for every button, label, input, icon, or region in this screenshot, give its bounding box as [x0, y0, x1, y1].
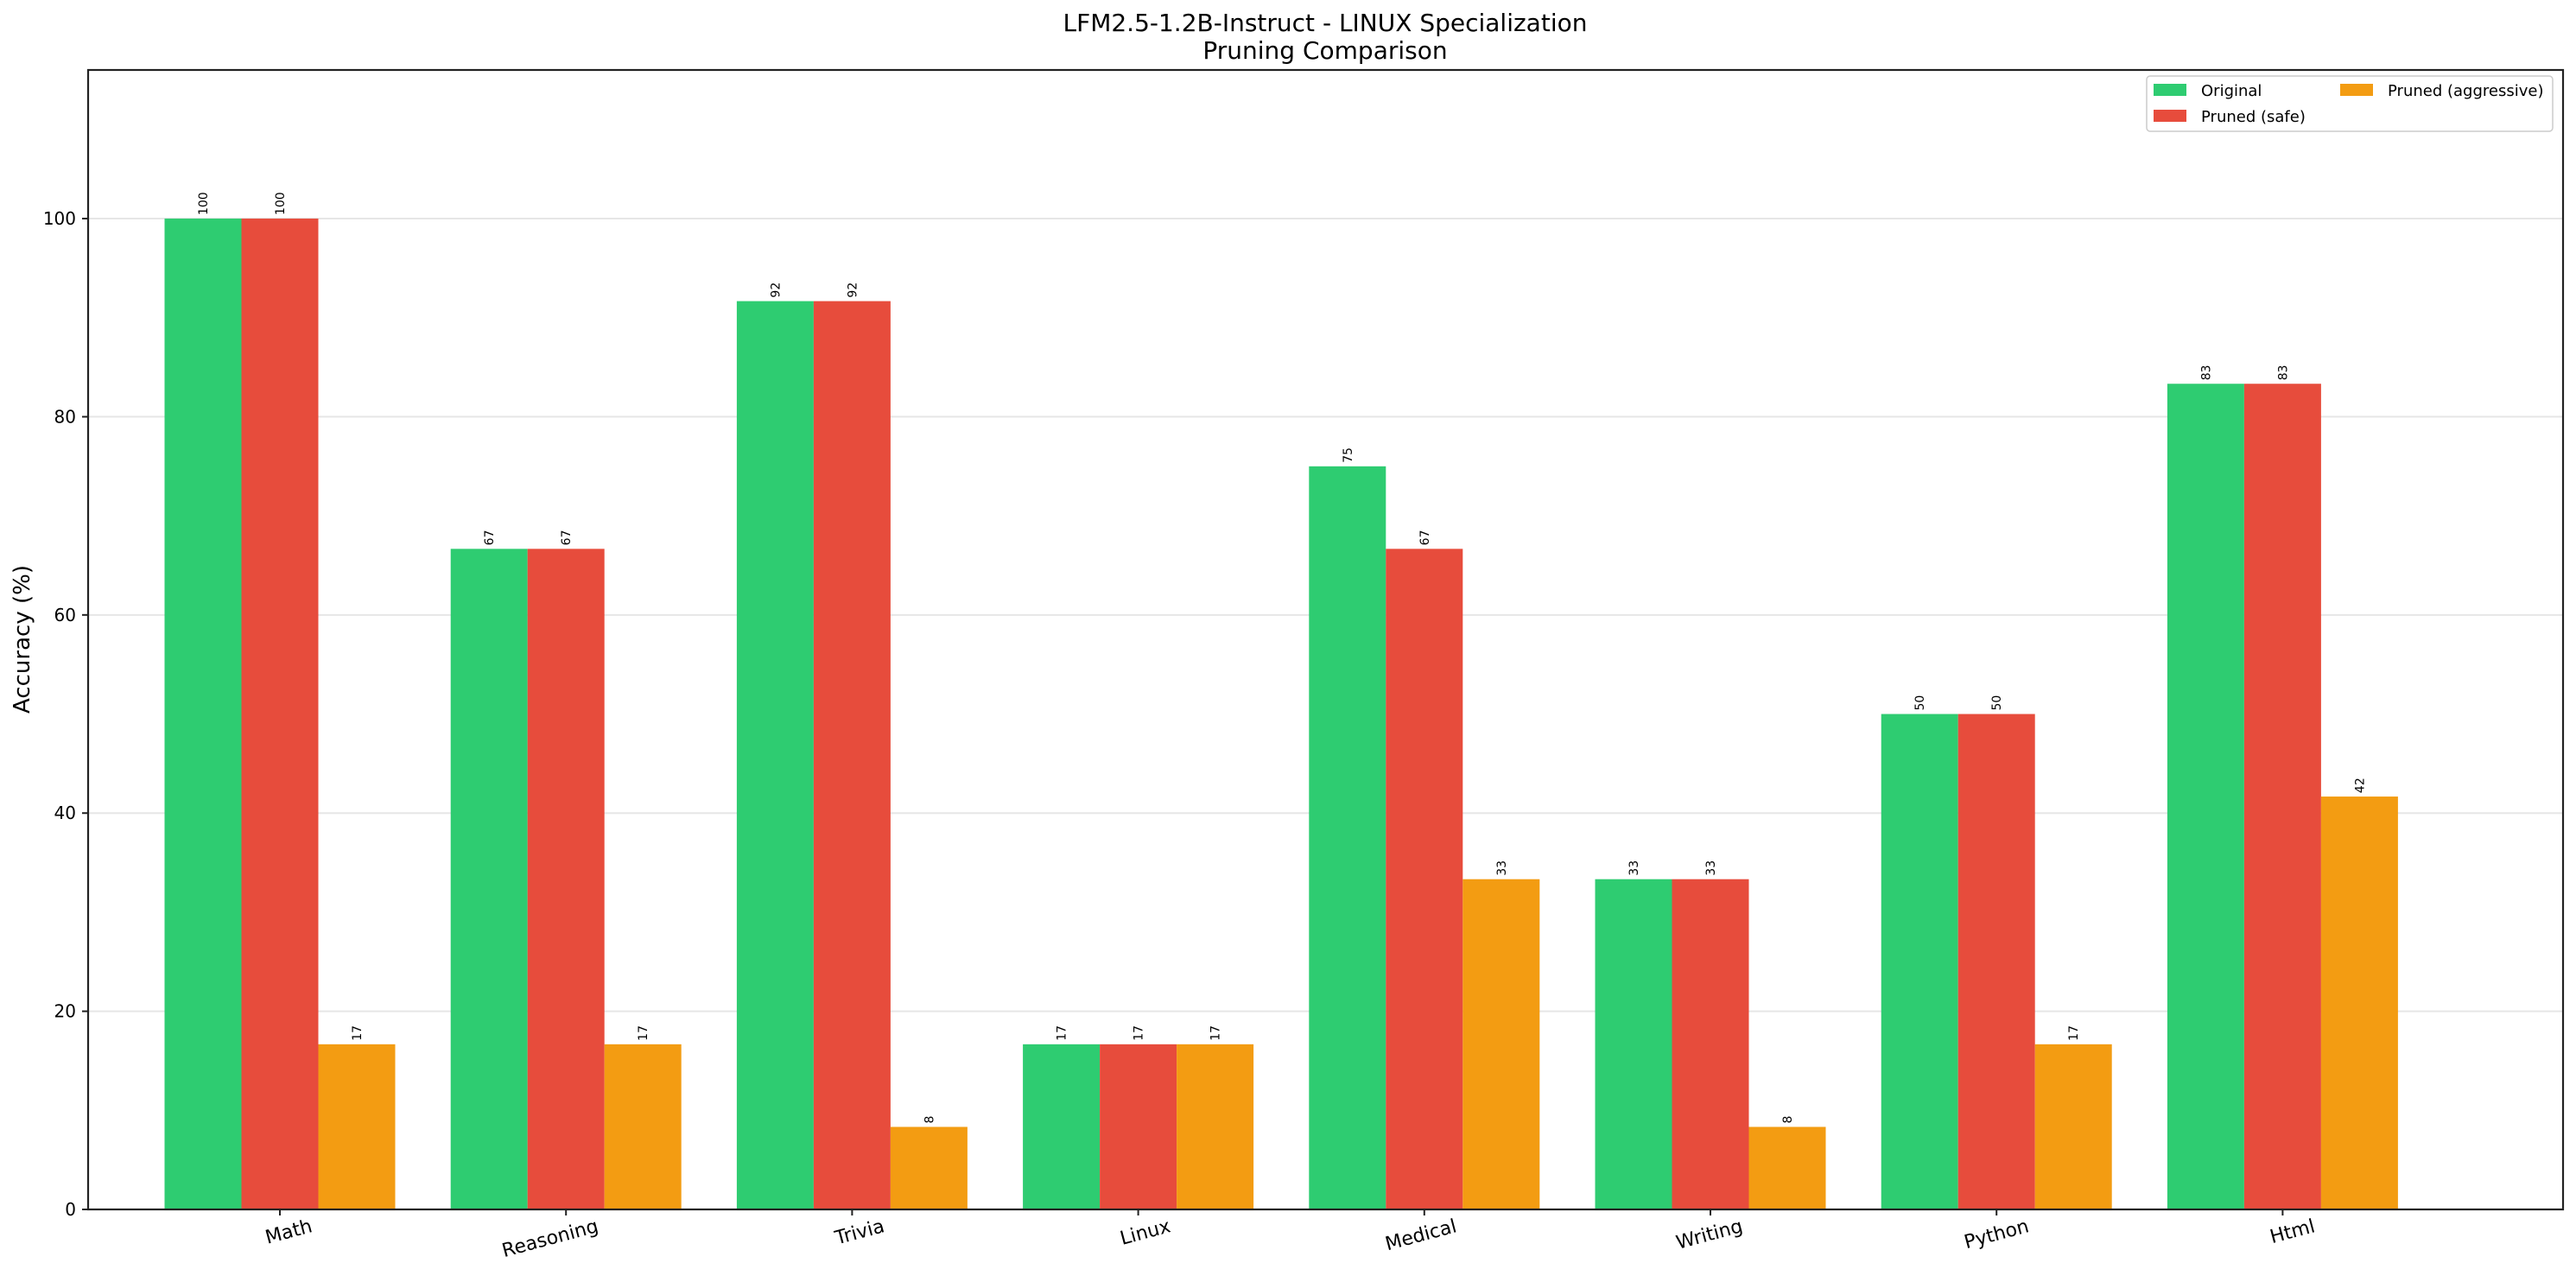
legend-swatch [2154, 84, 2186, 96]
x-tick-label: Html [2268, 1215, 2317, 1248]
bar-value-label: 83 [2199, 365, 2213, 380]
bar-value-label: 75 [1342, 447, 1355, 463]
chart-title-group: LFM2.5-1.2B-Instruct - LINUX Specializat… [1063, 9, 1588, 65]
chart-title: LFM2.5-1.2B-Instruct - LINUX Specializat… [1063, 9, 1588, 37]
bar-original-html [2167, 384, 2244, 1210]
x-axis: Math Reasoning Trivia Linux Medical Writing Py… [263, 1209, 2318, 1262]
bar-pruned-safe--reasoning [527, 549, 605, 1209]
bar-value-label: 67 [1418, 530, 1432, 545]
bar-value-label: 50 [1913, 695, 1927, 711]
bar-value-label: 42 [2353, 777, 2367, 793]
bar-value-label: 8 [1781, 1116, 1795, 1124]
x-tick-label: Trivia [832, 1215, 886, 1249]
x-tick-label: Reasoning [500, 1215, 601, 1262]
bar-pruned-safe--html [2243, 384, 2321, 1210]
bar-pruned-safe--math [241, 219, 319, 1210]
bar-original-reasoning [450, 549, 528, 1209]
bar-pruned-aggressive--medical [1462, 879, 1540, 1209]
bar-value-label: 100 [197, 192, 211, 215]
bar-value-label: 92 [846, 282, 860, 298]
bar-pruned-safe--linux [1100, 1044, 1177, 1209]
chart-subtitle: Pruning Comparison [1202, 36, 1447, 65]
bar-pruned-safe--trivia [813, 301, 891, 1209]
x-tick-label: Medical [1383, 1215, 1459, 1255]
y-tick-label: 0 [65, 1199, 76, 1220]
bar-original-python [1881, 714, 1958, 1209]
bar-value-label: 33 [1627, 860, 1641, 876]
legend-swatch [2154, 110, 2186, 122]
bar-value-label: 67 [483, 530, 497, 545]
bar-pruned-aggressive--math [318, 1044, 396, 1209]
bar-value-label: 100 [274, 192, 288, 215]
y-axis-label: Accuracy (%) [10, 565, 35, 714]
legend-swatch [2340, 84, 2373, 96]
bars [164, 219, 2398, 1210]
x-tick-label: Python [1962, 1215, 2031, 1253]
legend: Original Pruned (safe) Pruned (aggressive) [2146, 75, 2554, 132]
bar-value-labels: 100 100 17 67 67 17 92 92 8 17 17 17 75 67 33 33 33 8 50 50… [197, 192, 2367, 1123]
bar-pruned-aggressive--html [2320, 796, 2398, 1209]
x-tick-label: Linux [1118, 1215, 1173, 1249]
y-tick-label: 60 [54, 605, 76, 625]
bar-pruned-aggressive--linux [1177, 1044, 1254, 1209]
bar-original-writing [1595, 879, 1672, 1209]
bar-pruned-safe--medical [1386, 549, 1463, 1209]
legend-label: Original [2201, 82, 2262, 100]
legend-box [2146, 75, 2554, 132]
legend-label: Pruned (aggressive) [2388, 82, 2543, 100]
y-tick-label: 40 [54, 803, 76, 823]
bar-pruned-aggressive--writing [1748, 1127, 1826, 1209]
y-axis: 0 20 40 60 80 100 [43, 208, 88, 1220]
bar-original-linux [1023, 1044, 1101, 1209]
x-tick-label: Writing [1674, 1215, 1745, 1253]
bar-value-label: 17 [1209, 1025, 1223, 1041]
y-tick-label: 20 [54, 1001, 76, 1022]
bar-pruned-aggressive--python [2034, 1044, 2112, 1209]
y-tick-label: 100 [43, 208, 76, 229]
bar-value-label: 17 [637, 1025, 650, 1041]
bar-value-label: 17 [1056, 1025, 1069, 1041]
y-tick-label: 80 [54, 406, 76, 427]
bar-value-label: 33 [1495, 860, 1509, 876]
bar-value-label: 17 [351, 1025, 365, 1041]
bar-value-label: 83 [2276, 365, 2290, 380]
bar-value-label: 67 [560, 530, 574, 545]
bar-value-label: 17 [1133, 1025, 1146, 1041]
bar-value-label: 50 [1990, 695, 2004, 711]
bar-value-label: 17 [2067, 1025, 2081, 1041]
bar-pruned-aggressive--reasoning [604, 1044, 682, 1209]
legend-label: Pruned (safe) [2201, 108, 2306, 126]
bar-pruned-aggressive--trivia [890, 1127, 968, 1209]
bar-value-label: 92 [769, 282, 783, 298]
bar-original-trivia [736, 301, 814, 1209]
bar-value-label: 33 [1704, 860, 1718, 876]
bar-original-math [164, 219, 242, 1210]
bar-value-label: 8 [923, 1116, 936, 1124]
bar-original-medical [1309, 466, 1386, 1209]
plot-frame [86, 68, 2565, 1211]
bar-pruned-safe--writing [1672, 879, 1749, 1209]
bar-pruned-safe--python [1957, 714, 2035, 1209]
x-tick-label: Math [263, 1215, 315, 1248]
